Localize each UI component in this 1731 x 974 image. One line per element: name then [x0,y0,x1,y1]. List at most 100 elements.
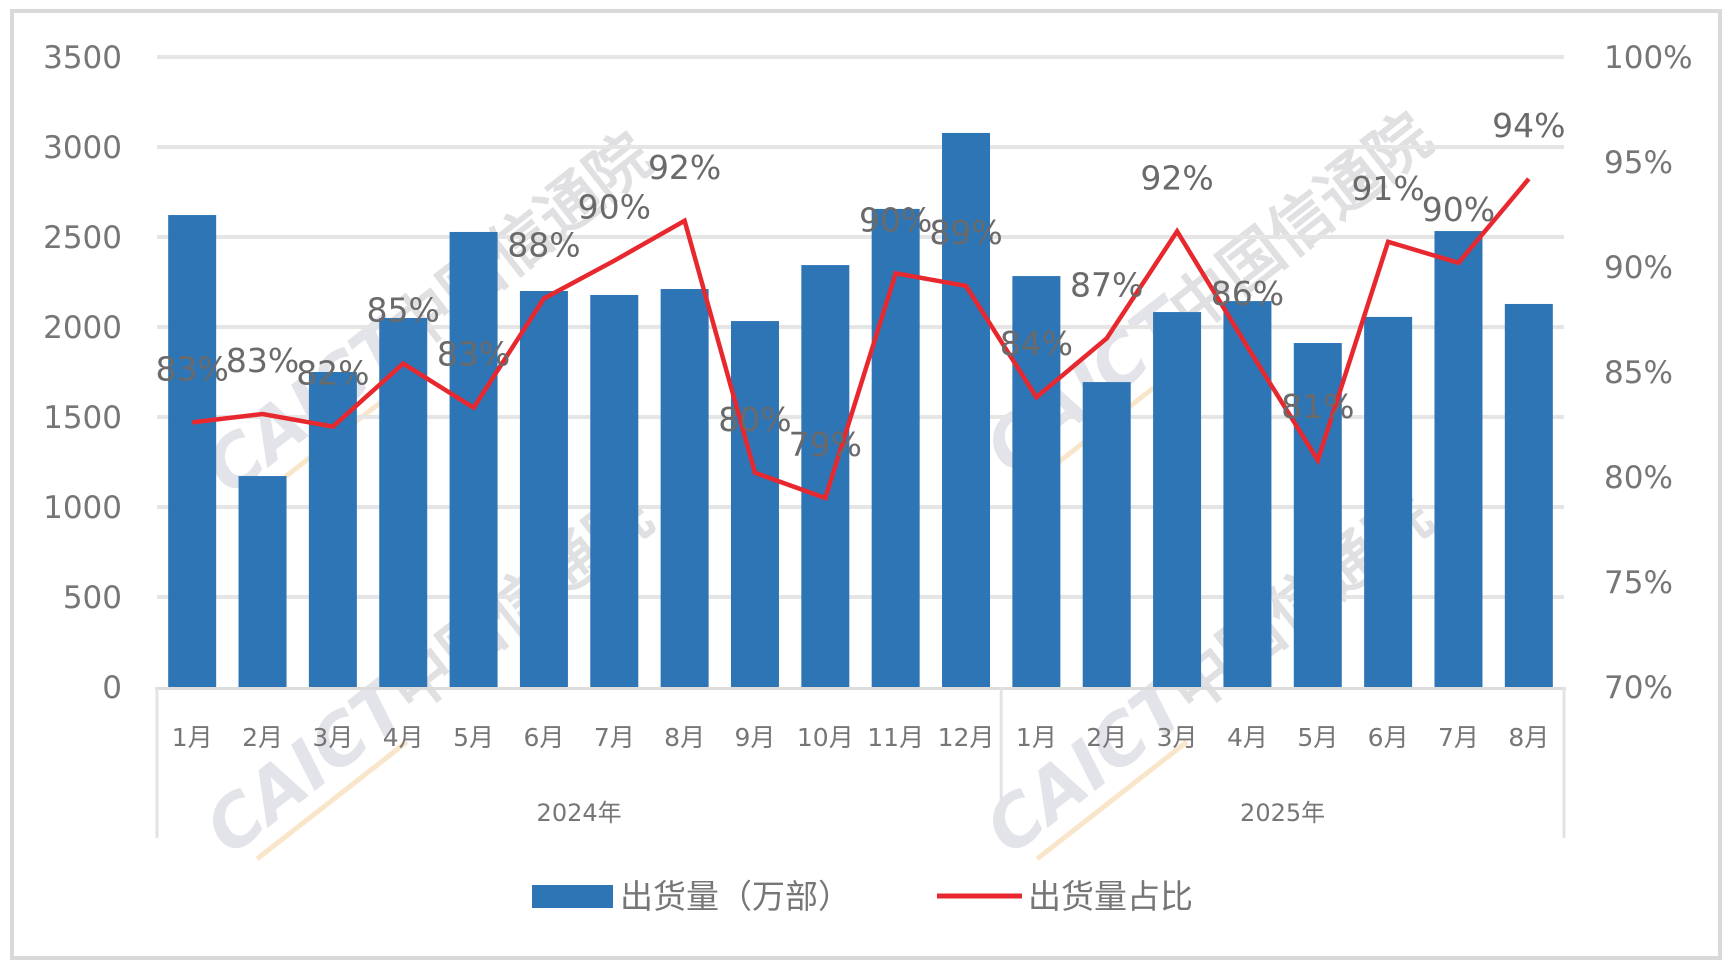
data-label: 90% [1422,190,1495,229]
bar[interactable] [168,215,217,688]
right-axis-ticks: 70% 75% 80% 85% 90% 95% 100% [1604,40,1693,706]
bar[interactable] [590,294,639,687]
data-label: 79% [789,425,862,464]
bar[interactable] [1364,316,1413,687]
month-label: 12月 [938,723,995,752]
month-label: 2月 [242,723,283,752]
bar[interactable] [1223,301,1272,687]
left-axis-ticks: 0 500 1000 1500 2000 2500 3000 3500 [43,40,122,706]
left-axis-tick-label: 1000 [43,490,122,526]
bar[interactable] [519,291,568,687]
bar[interactable] [1153,312,1202,687]
month-label: 11月 [867,723,924,752]
data-label: 82% [296,354,369,393]
data-label: 83% [155,349,228,388]
bar[interactable] [1504,303,1553,687]
legend-bar-swatch-icon [532,885,613,908]
bar[interactable] [308,372,357,687]
bar-series-shipments [168,132,1553,688]
bar[interactable] [1293,343,1342,687]
data-label: 87% [1070,265,1143,304]
group-separator [999,687,1003,838]
left-axis-tick-label: 1500 [43,400,122,436]
svg-text:中国信通院: 中国信通院 [1156,99,1445,347]
bar[interactable] [942,132,991,687]
data-label: 94% [1492,106,1565,145]
data-label: 80% [718,400,791,439]
left-axis-tick-label: 3500 [43,40,122,76]
data-label: 92% [648,148,721,187]
left-axis-tick-label: 2500 [43,220,122,256]
month-label: 7月 [594,723,635,752]
right-axis-tick-label: 85% [1604,355,1673,391]
month-label: 5月 [1297,723,1338,752]
data-label: 89% [929,213,1002,252]
month-label: 4月 [1227,723,1268,752]
left-axis-tick-label: 2000 [43,310,122,346]
group-separator [155,687,159,838]
data-label: 83% [226,341,299,380]
right-axis-tick-label: 100% [1604,40,1693,76]
gridline [157,325,1564,329]
month-label: 3月 [312,723,353,752]
month-label: 8月 [1508,723,1549,752]
gridline [157,505,1564,509]
left-axis-tick-label: 500 [63,580,122,616]
bar[interactable] [449,231,498,687]
left-axis-tick-label: 0 [102,670,122,706]
gridline [157,415,1564,419]
month-label: 5月 [453,723,494,752]
data-label: 92% [1140,158,1213,197]
year-group-label: 2025年 [1240,799,1325,827]
month-label: 9月 [735,723,776,752]
share-line[interactable] [191,177,1531,501]
month-label: 2月 [1086,723,1127,752]
right-axis-tick-label: 75% [1604,565,1673,601]
bar[interactable] [1012,276,1061,687]
data-label: 83% [437,335,510,374]
gridline [157,235,1564,239]
month-label: 8月 [664,723,705,752]
legend: 出货量（万部） 出货量占比 [532,877,1193,916]
bar[interactable] [730,321,779,687]
left-axis-tick-label: 3000 [43,130,122,166]
bar[interactable] [1082,382,1131,687]
bar[interactable] [871,208,920,688]
year-group-label: 2024年 [537,799,622,827]
right-axis-tick-label: 70% [1604,670,1673,706]
data-label: 90% [578,188,651,227]
svg-text:CAICT: CAICT [190,660,426,870]
gridline [157,595,1564,599]
data-label: 81% [1281,387,1354,426]
legend-item-shipments[interactable]: 出货量（万部） [532,877,851,916]
month-label: 10月 [797,723,854,752]
month-label: 6月 [523,723,564,752]
data-label: 88% [507,226,580,265]
month-label: 7月 [1438,723,1479,752]
right-axis-tick-label: 95% [1604,145,1673,181]
x-axis-line [155,687,1566,690]
legend-item-share[interactable]: 出货量占比 [937,877,1193,916]
month-label: 4月 [383,723,424,752]
data-label: 86% [1211,274,1284,313]
bar[interactable] [1434,231,1483,687]
bar[interactable] [238,476,287,687]
data-label: 84% [1000,324,1073,363]
month-label: 6月 [1368,723,1409,752]
legend-label-shipments: 出货量（万部） [620,877,851,916]
month-label: 1月 [172,723,213,752]
gridlines [157,55,1564,599]
line-data-labels: 83%83%82%85%83%88%90%92%80%79%90%89%84%8… [155,106,1565,464]
bar[interactable] [801,265,850,687]
gridline [157,145,1564,149]
bar[interactable] [660,289,709,687]
data-label: 91% [1351,169,1424,208]
right-axis-tick-label: 80% [1604,460,1673,496]
month-label: 3月 [1157,723,1198,752]
right-axis-tick-label: 90% [1604,250,1673,286]
month-label: 1月 [1016,723,1057,752]
legend-label-share: 出货量占比 [1028,877,1193,916]
line-series-share [191,177,1531,501]
svg-text:CAICT: CAICT [970,660,1206,870]
